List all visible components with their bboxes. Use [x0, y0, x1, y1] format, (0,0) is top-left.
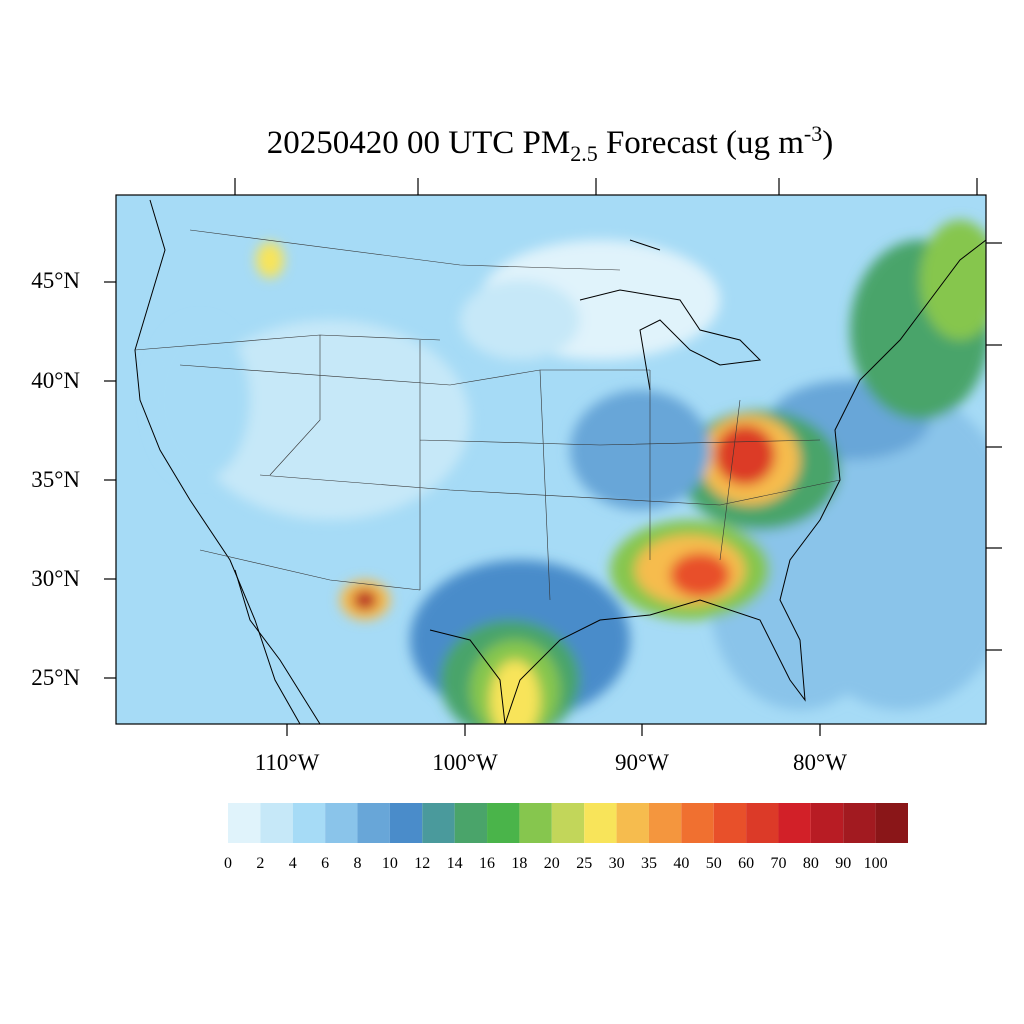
- colorbar-label: 6: [321, 855, 329, 872]
- colorbar-box: [325, 803, 358, 843]
- pm25-region: [570, 390, 710, 510]
- pm25-region: [670, 553, 730, 597]
- pm25-region: [150, 320, 250, 480]
- lat-label: 40°N: [31, 368, 80, 393]
- title-text: Forecast (ug m: [598, 125, 805, 161]
- colorbar-label: 100: [864, 855, 888, 872]
- colorbar-box: [260, 803, 293, 843]
- pm25-region: [490, 660, 540, 724]
- lon-labels: 110°W 100°W 90°W 80°W: [255, 750, 848, 775]
- colorbar-label: 90: [835, 855, 851, 872]
- pm25-region: [715, 425, 775, 485]
- colorbar-box: [422, 803, 455, 843]
- west-coast: [134, 199, 301, 724]
- title: 20250420 00 UTC PM2.5 Forecast (ug m-3): [267, 121, 833, 166]
- colorbar-label: 60: [738, 855, 754, 872]
- colorbar-label: 80: [803, 855, 819, 872]
- colorbar-box: [616, 803, 649, 843]
- title-subscript: 2.5: [570, 141, 598, 166]
- colorbar-label: 35: [641, 855, 657, 872]
- colorbar-label: 70: [770, 855, 786, 872]
- colorbar-box: [875, 803, 908, 843]
- colorbar-label: 16: [479, 855, 495, 872]
- map-frame: [115, 194, 987, 725]
- lat-labels: 45°N 40°N 35°N 30°N 25°N: [31, 268, 80, 690]
- pm25-region: [460, 280, 580, 360]
- coastlines: [134, 199, 986, 724]
- colorbar-box: [681, 803, 714, 843]
- pm25-region: [256, 242, 284, 278]
- colorbar-label: 4: [289, 855, 297, 872]
- lat-label: 45°N: [31, 268, 80, 293]
- colorbar-label: 2: [256, 855, 264, 872]
- title-text: ): [822, 125, 833, 161]
- colorbar-box: [810, 803, 844, 843]
- colorbar-label: 50: [706, 855, 722, 872]
- colorbar-label: 12: [414, 855, 430, 872]
- lat-label: 30°N: [31, 566, 80, 591]
- colorbar: 0 2 4 6 8 10 12 14 16 18 20 25 30 35 40 50 60 70 80 90 100: [224, 803, 908, 872]
- colorbar-box: [357, 803, 390, 843]
- colorbar-label: 18: [511, 855, 527, 872]
- pm25-region: [190, 320, 470, 520]
- baja-gulf: [234, 569, 321, 724]
- title-superscript: -3: [804, 121, 822, 146]
- colorbar-box: [778, 803, 811, 843]
- colorbar-box: [519, 803, 552, 843]
- lat-label: 35°N: [31, 467, 80, 492]
- gulf-east-coast: [429, 239, 986, 724]
- colorbar-box: [292, 803, 326, 843]
- pm25-field: [116, 195, 986, 724]
- lon-label: 100°W: [432, 750, 498, 775]
- lon-label: 110°W: [255, 750, 320, 775]
- colorbar-label: 25: [576, 855, 592, 872]
- colorbar-box: [648, 803, 682, 843]
- colorbar-box: [228, 803, 261, 843]
- colorbar-box: [551, 803, 585, 843]
- map-ticks: [104, 178, 1002, 736]
- colorbar-label: 0: [224, 855, 232, 872]
- colorbar-label: 14: [447, 855, 463, 872]
- state-borders: [134, 229, 841, 601]
- pm25-region: [353, 590, 377, 610]
- colorbar-box: [487, 803, 520, 843]
- colorbar-box: [713, 803, 747, 843]
- great-lakes: [579, 239, 762, 391]
- colorbar-label: 30: [609, 855, 625, 872]
- colorbar-box: [843, 803, 876, 843]
- lat-label: 25°N: [31, 665, 80, 690]
- lon-label: 80°W: [793, 750, 847, 775]
- colorbar-label: 8: [354, 855, 362, 872]
- colorbar-label: 20: [544, 855, 560, 872]
- colorbar-box: [389, 803, 423, 843]
- colorbar-box: [454, 803, 488, 843]
- title-text: 20250420 00 UTC PM: [267, 125, 570, 161]
- lon-label: 90°W: [615, 750, 669, 775]
- colorbar-box: [584, 803, 617, 843]
- colorbar-label: 40: [673, 855, 689, 872]
- pm25-region: [920, 220, 986, 340]
- colorbar-label: 10: [382, 855, 398, 872]
- colorbar-box: [746, 803, 779, 843]
